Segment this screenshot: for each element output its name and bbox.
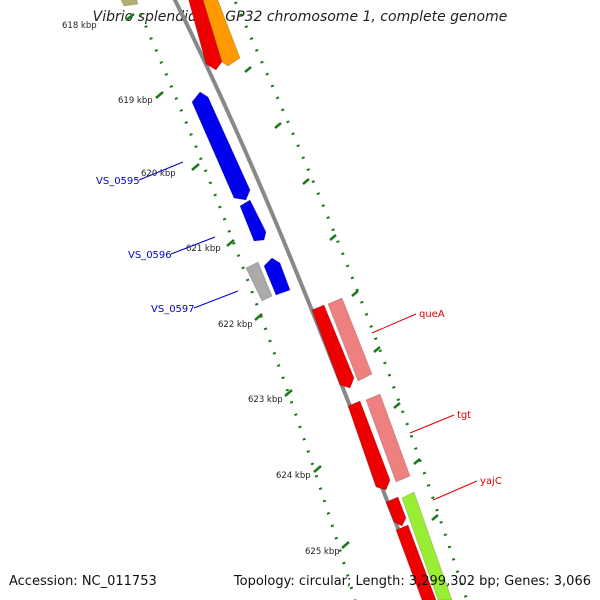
tick-mark [274,122,282,129]
tick-mark [413,458,421,465]
tick-label: 620 kbp [141,169,176,179]
tick-label: 621 kbp [186,244,221,254]
gene-label-leader [432,480,478,501]
tick-label: 625 kbp [305,547,340,557]
accession-text: Accession: NC_011753 [9,574,157,589]
gene-olive-top[interactable] [116,0,139,7]
tick-mark [244,66,252,73]
gene-label-leader [409,414,455,434]
gene-label-queA[interactable]: queA [419,309,445,320]
tick-guides [132,0,469,600]
gene-label-VS_0596[interactable]: VS_0596 [128,250,172,261]
gene-yajC-red[interactable] [385,496,407,527]
gene-labels: VS_0595 VS_0596 VS_0597 queA tgt yajC [96,161,502,501]
tick-mark [393,402,401,409]
tick-guide-line [132,0,357,600]
gene-VS_0595[interactable] [191,91,251,201]
feature-layer [116,0,453,600]
gene-label-VS_0595[interactable]: VS_0595 [96,176,140,187]
tick-mark [313,465,322,473]
gene-VS_0597-grey[interactable] [245,261,273,302]
tick-labels: 618 kbp 619 kbp 620 kbp 621 kbp 622 kbp 623 k… [62,13,439,557]
tick-mark [431,514,439,521]
gene-label-VS_0597[interactable]: VS_0597 [151,304,195,315]
gene-tgt-red[interactable] [347,400,391,491]
gene-tgt-pink[interactable] [365,393,411,483]
tick-mark [226,239,235,247]
genome-stats-text: Topology: circular; Length: 3,299,302 bp… [233,574,591,589]
tick-mark [329,234,337,241]
gene-label-yajC[interactable]: yajC [480,476,502,487]
tick-mark [191,163,200,171]
gene-label-leader [371,313,417,334]
tick-mark [284,389,293,397]
gene-red-top[interactable] [186,0,227,71]
tick-mark [254,313,263,321]
tick-mark [302,178,310,185]
gene-VS_0597-blue[interactable] [263,257,291,296]
tick-mark [341,541,350,549]
tick-mark [125,13,135,21]
tick-label: 619 kbp [118,96,153,106]
gene-VS_0596[interactable] [239,199,267,242]
gene-red-bottom[interactable] [395,524,437,600]
tick-guide-line [232,0,469,600]
tick-label: 624 kbp [276,471,311,481]
tick-label: 622 kbp [218,320,253,330]
tick-mark [155,91,164,99]
tick-label: 623 kbp [248,395,283,405]
gene-queA-pink[interactable] [327,297,373,382]
gene-orange-top[interactable] [200,0,241,67]
gene-queA-red[interactable] [311,304,355,389]
tick-label: 618 kbp [62,21,97,31]
tick-mark [351,290,359,297]
tick-mark [373,346,381,353]
backbone-line [172,0,429,600]
gene-green-bottom[interactable] [401,491,453,600]
gene-label-tgt[interactable]: tgt [457,410,471,421]
gene-label-leader [170,236,216,255]
gene-label-leader [138,161,184,181]
gene-label-leader [193,290,239,309]
